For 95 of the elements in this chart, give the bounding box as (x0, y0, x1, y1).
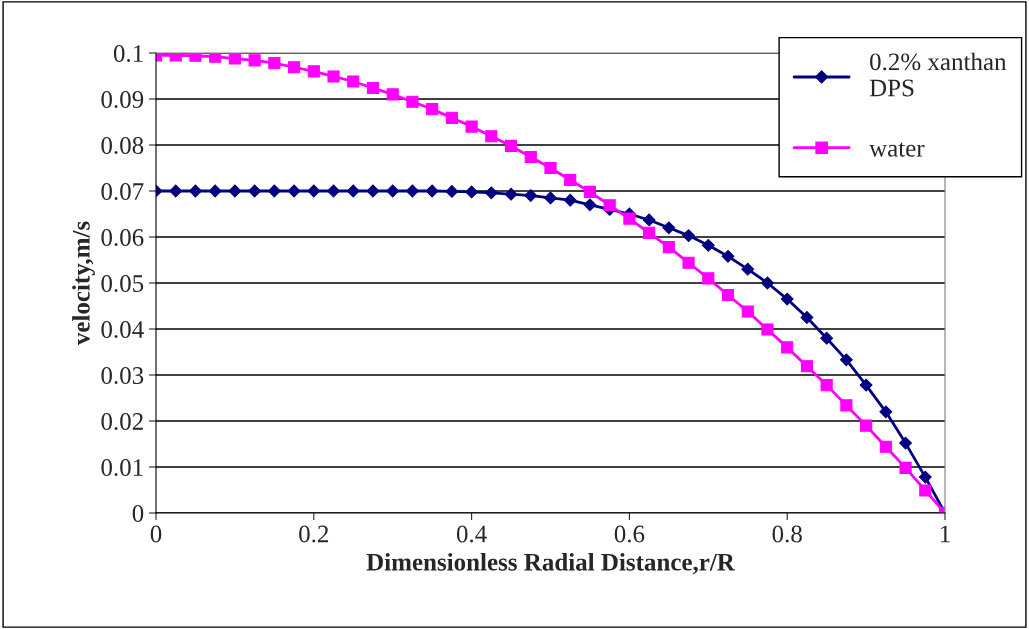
point (583, 198, 597, 212)
point (544, 191, 557, 205)
point (781, 341, 794, 354)
point (485, 130, 498, 143)
point (366, 184, 380, 198)
x-tick-label: 0.4 (456, 525, 487, 543)
point (662, 241, 675, 254)
y-tick-label: 0.08 (101, 137, 144, 155)
x-tick-label: 0 (150, 525, 162, 543)
y-tick-label: 0.07 (101, 183, 144, 201)
point (544, 161, 557, 175)
point (721, 249, 735, 263)
point (682, 229, 695, 243)
point (386, 184, 400, 198)
point (623, 212, 636, 225)
x-axis-title: Dimensionless Radial Distance,r/R (366, 553, 736, 575)
point (859, 378, 873, 392)
y-tick-label: 0.03 (101, 367, 144, 385)
y-tick-label: 0.02 (101, 413, 143, 431)
point (761, 323, 774, 336)
point (209, 53, 222, 63)
point (721, 288, 735, 302)
point (702, 272, 715, 285)
point (465, 185, 479, 199)
point (682, 256, 695, 269)
point (445, 111, 458, 124)
point (347, 75, 360, 88)
point (919, 484, 932, 497)
point (899, 436, 912, 450)
legend-label: 0.2% xanthan DPS (869, 52, 1007, 97)
point (820, 331, 834, 345)
point (504, 139, 518, 152)
point (642, 213, 656, 227)
point (327, 70, 340, 83)
point (287, 184, 301, 198)
point (800, 360, 813, 373)
x-tick-label: 1 (940, 525, 950, 543)
y-tick-label: 0.01 (101, 459, 143, 477)
point (426, 103, 439, 116)
point (465, 120, 478, 133)
point (346, 184, 360, 198)
point (918, 470, 932, 484)
point (840, 399, 853, 412)
point (189, 184, 202, 198)
x-tick-label: 0.6 (614, 525, 645, 543)
point (307, 184, 321, 198)
point (327, 184, 340, 198)
point (386, 88, 399, 101)
y-tick-label: 0.1 (113, 45, 143, 63)
point (524, 189, 538, 203)
point (248, 54, 261, 67)
x-tick-label: 0.8 (772, 525, 802, 543)
point (879, 405, 893, 419)
point (406, 95, 419, 108)
point (484, 186, 498, 200)
point (504, 187, 518, 201)
point (406, 184, 419, 198)
point (662, 221, 676, 235)
x-tick-label: 0.2 (299, 525, 329, 543)
y-axis-title: velocity,m/s (72, 221, 95, 346)
point (583, 185, 597, 198)
point (761, 276, 774, 290)
y-tick-label: 0.06 (101, 229, 144, 247)
point (425, 184, 439, 198)
point (524, 150, 537, 164)
point (248, 184, 262, 198)
legend-label: water (869, 142, 925, 157)
point (741, 305, 754, 318)
point (603, 199, 616, 212)
point (228, 53, 241, 65)
point (899, 461, 912, 474)
y-tick-label: 0.05 (101, 275, 144, 293)
y-tick-label: 0.09 (101, 91, 144, 109)
point (445, 185, 459, 198)
point (366, 81, 380, 95)
point (169, 184, 183, 198)
point (307, 65, 320, 78)
y-tick-label: 0 (132, 505, 144, 522)
point (563, 193, 577, 207)
point (643, 226, 656, 239)
point (564, 173, 577, 187)
point (228, 184, 242, 198)
point (839, 353, 853, 367)
point (800, 311, 814, 324)
point (288, 61, 301, 74)
point (820, 379, 833, 392)
point (780, 292, 794, 306)
point (879, 440, 892, 453)
point (741, 262, 755, 276)
point (267, 184, 281, 198)
y-tick-label: 0.04 (101, 321, 144, 339)
point (860, 419, 873, 432)
point (701, 238, 715, 252)
point (268, 57, 281, 70)
point (208, 184, 222, 198)
